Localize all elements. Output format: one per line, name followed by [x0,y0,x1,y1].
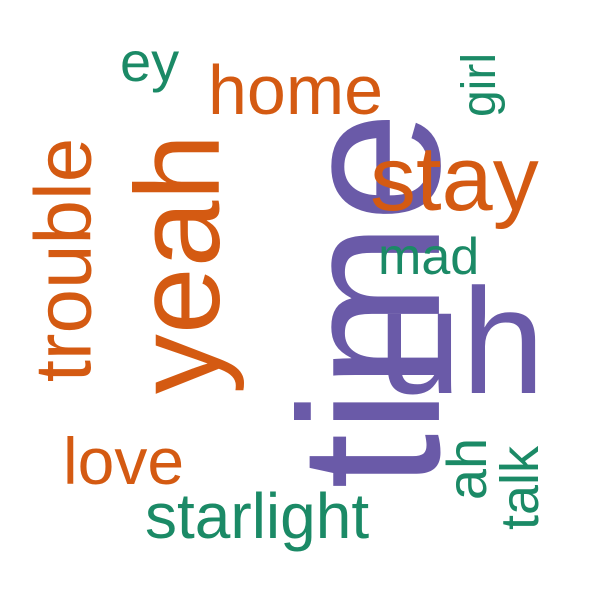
word-ey: ey [120,30,180,93]
word-ah: ah [435,437,499,501]
word-home: home [208,51,384,129]
word-yeah: yeah [111,133,246,395]
word-talk: talk [490,445,551,531]
word-mad: mad [378,228,480,286]
word-trouble: trouble [18,137,108,383]
word-love: love [63,424,185,498]
word-stay: stay [370,128,539,230]
word-girl: girl [453,52,507,118]
word-uh: uh [378,257,545,425]
word-starlight: starlight [145,480,370,552]
